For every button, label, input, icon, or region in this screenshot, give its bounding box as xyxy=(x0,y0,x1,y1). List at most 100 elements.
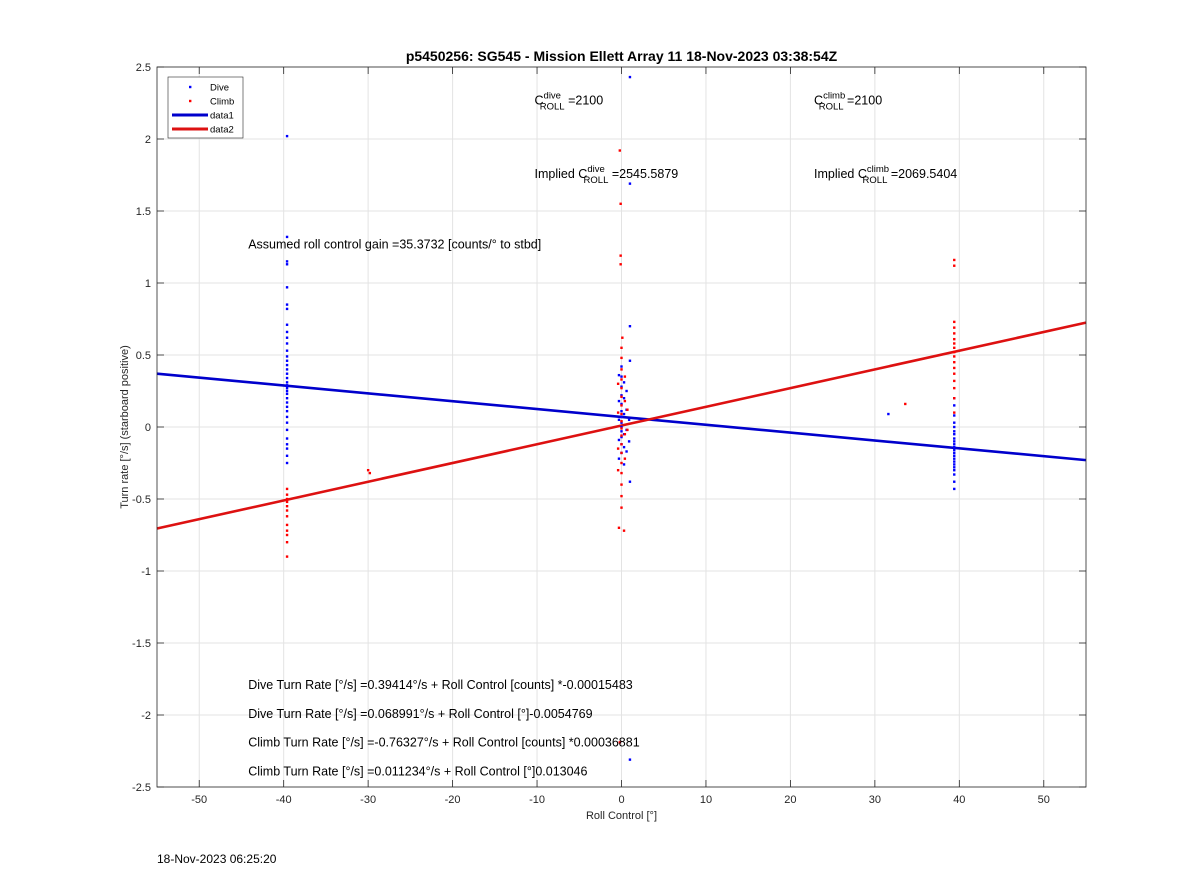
point-climb xyxy=(953,346,956,349)
point-dive xyxy=(953,448,956,452)
point-climb xyxy=(285,523,289,527)
point-dive xyxy=(953,437,956,440)
point-dive xyxy=(620,415,623,419)
point-climb xyxy=(620,368,623,371)
legend-label: data2 xyxy=(210,125,234,136)
point-dive xyxy=(617,438,621,442)
point-dive xyxy=(625,450,628,453)
point-climb xyxy=(620,420,623,423)
point-dive xyxy=(285,437,289,440)
point-dive xyxy=(628,75,632,79)
annotation-implied-dive: Implied Cdive ROLL =2545.5879 xyxy=(535,164,679,186)
y-tick-label: 2.5 xyxy=(136,62,151,74)
annotation-cclimb: Cclimb ROLL =2100 xyxy=(814,90,882,112)
y-tick-label: -1 xyxy=(141,566,151,578)
annotations: Cdive ROLL =2100 Cclimb ROLL =2100 Implied C… xyxy=(248,90,957,778)
point-climb xyxy=(953,258,956,262)
point-dive xyxy=(953,433,956,436)
point-climb xyxy=(623,375,627,378)
point-climb xyxy=(616,447,620,450)
point-dive xyxy=(622,381,626,384)
point-climb xyxy=(622,529,626,532)
point-climb xyxy=(285,555,289,558)
legend-marker-climb xyxy=(189,99,192,103)
point-climb xyxy=(953,397,956,400)
x-tick-label: 0 xyxy=(618,794,624,806)
point-dive xyxy=(620,409,623,413)
point-climb xyxy=(623,433,627,436)
point-climb xyxy=(285,541,289,544)
point-dive xyxy=(620,394,623,397)
point-climb xyxy=(953,326,956,329)
point-climb xyxy=(620,483,623,486)
point-climb xyxy=(953,320,956,324)
point-climb xyxy=(616,411,620,414)
point-dive xyxy=(953,457,956,460)
legend: Dive Climb data1 data2 xyxy=(167,76,244,139)
point-dive xyxy=(953,460,956,463)
point-climb xyxy=(285,515,289,518)
footer-timestamp: 18-Nov-2023 06:25:20 xyxy=(157,852,277,866)
point-dive xyxy=(620,430,623,433)
point-dive xyxy=(285,372,289,375)
point-dive xyxy=(620,435,623,439)
point-climb xyxy=(620,378,623,381)
point-dive xyxy=(953,443,956,446)
point-climb xyxy=(617,526,621,529)
point-dive xyxy=(620,375,623,378)
point-dive xyxy=(622,445,626,449)
point-dive xyxy=(953,451,956,455)
point-dive xyxy=(622,463,626,466)
point-dive xyxy=(285,447,289,450)
y-tick-label: -2.5 xyxy=(132,782,151,794)
point-dive xyxy=(628,182,632,185)
point-climb xyxy=(953,342,956,345)
point-climb xyxy=(285,487,289,491)
point-dive xyxy=(285,386,289,390)
y-tick-label: -0.5 xyxy=(132,494,151,506)
point-climb xyxy=(620,506,623,509)
point-dive xyxy=(953,404,956,407)
point-climb xyxy=(285,497,289,501)
y-tick-label: 2 xyxy=(145,134,151,146)
point-dive xyxy=(953,440,956,443)
y-tick-label: 0 xyxy=(145,422,151,434)
point-dive xyxy=(620,421,623,424)
x-tick-label: -30 xyxy=(360,794,376,806)
point-dive xyxy=(628,758,632,761)
point-climb xyxy=(953,355,956,358)
point-dive xyxy=(285,330,289,334)
point-climb xyxy=(368,471,372,475)
point-dive xyxy=(953,466,956,469)
point-dive xyxy=(285,263,289,266)
point-dive xyxy=(953,473,956,476)
point-climb xyxy=(953,337,956,341)
y-tick-label: 0.5 xyxy=(136,350,151,362)
point-climb xyxy=(953,264,956,267)
point-climb xyxy=(619,263,622,266)
point-dive xyxy=(285,307,289,311)
axis-ticks: -50 -40 -30 -20 -10 0 10 20 30 40 50 2.5 2 1.5 1 0.5 0 -0… xyxy=(132,62,1086,806)
point-dive xyxy=(285,409,289,413)
x-tick-label: -40 xyxy=(276,794,292,806)
point-climb xyxy=(285,509,289,512)
point-dive xyxy=(620,365,623,368)
point-dive xyxy=(285,363,289,367)
point-climb xyxy=(620,434,623,437)
y-axis-label: Turn rate [°/s] (starboard positive) xyxy=(119,345,131,509)
x-tick-label: 40 xyxy=(953,794,965,806)
point-dive xyxy=(953,414,956,417)
point-dive xyxy=(285,303,289,306)
y-tick-label: 1.5 xyxy=(136,206,151,218)
point-climb xyxy=(620,494,623,498)
point-climb xyxy=(953,386,956,390)
point-dive xyxy=(953,445,956,449)
point-dive xyxy=(285,389,289,393)
point-climb xyxy=(621,336,624,339)
scatter-points xyxy=(285,75,956,761)
point-climb xyxy=(623,399,627,403)
legend-label: data1 xyxy=(210,111,234,122)
point-dive xyxy=(285,461,289,465)
point-dive xyxy=(285,397,289,400)
point-dive xyxy=(285,368,289,371)
